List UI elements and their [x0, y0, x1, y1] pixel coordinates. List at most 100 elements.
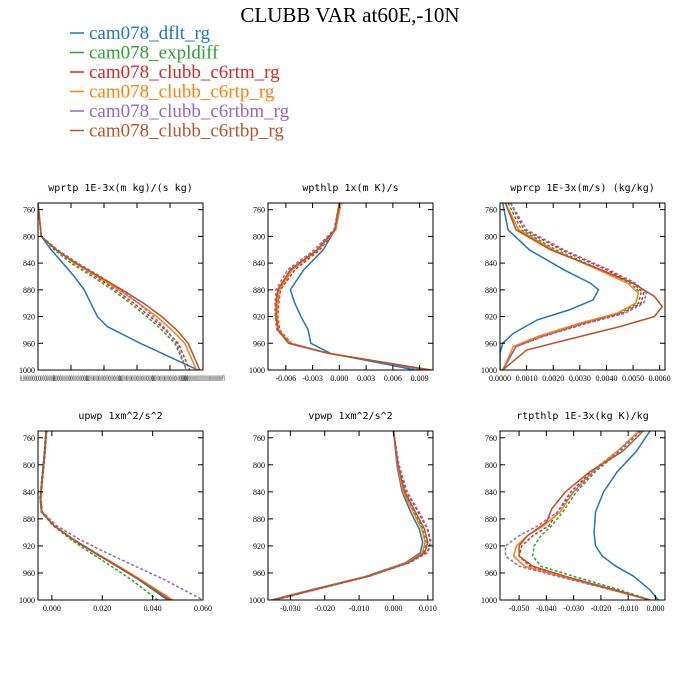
legend-label: cam078_clubb_c6rtp_rg — [89, 82, 275, 103]
panel-title: rtpthlp 1E-3x(kg K)/kg — [516, 411, 648, 422]
x-tick-label: 0.0010 — [516, 374, 538, 383]
x-tick-label: 0.009 — [411, 374, 429, 383]
series-line-1 — [38, 203, 199, 370]
panel-6: rtpthlp 1E-3x(kg K)/kg 760 800 840 880 920 960… — [481, 411, 666, 613]
x-tick-label: -0.020 — [314, 604, 335, 613]
y-tick-label: 840 — [23, 259, 35, 268]
y-tick-label: 920 — [253, 313, 265, 322]
y-tick-label: 800 — [253, 232, 265, 241]
series-line-4 — [272, 431, 426, 600]
legend-label: cam078_expldiff — [89, 43, 219, 64]
plot-frame — [37, 430, 204, 601]
x-tick-label: -0.006 — [276, 374, 297, 383]
series-line-5 — [274, 203, 425, 370]
y-tick-label: 1000 — [249, 366, 265, 375]
y-tick-label: 760 — [23, 434, 35, 443]
x-tick-label: 0.060 — [194, 604, 212, 613]
series-line-5 — [275, 431, 433, 600]
series-line-6 — [38, 203, 201, 370]
series-line-6 — [275, 203, 432, 370]
legend-label: cam078_clubb_c6rtbp_rg — [89, 121, 284, 142]
legend-item: cam078_clubb_c6rtm_rg — [70, 62, 280, 83]
y-tick-label: 960 — [253, 569, 265, 578]
series-line-5 — [502, 203, 648, 370]
x-tick-label: -0.010 — [349, 604, 370, 613]
series-line-5 — [40, 431, 203, 600]
panel-4: upwp 1xm^2/s^2 760 800 840 880 920 960 1000 0.00… — [19, 411, 212, 613]
x-tick-label: 0.00000000000000000000 — [119, 374, 155, 383]
plot-frame — [37, 202, 204, 371]
plot-frame — [267, 430, 434, 601]
legend-item: cam078_clubb_c6rtbm_rg — [70, 101, 290, 122]
x-tick-label: 0.000 — [384, 604, 402, 613]
y-tick-label: 960 — [23, 339, 35, 348]
series-line-3 — [39, 431, 171, 600]
panel-title: wprtp 1E-3x(m kg)/(s kg) — [48, 183, 193, 194]
y-tick-label: 760 — [485, 206, 497, 215]
series-line-5 — [504, 431, 651, 600]
x-tick-label: 0.003 — [357, 374, 375, 383]
series-line-5 — [38, 203, 188, 370]
x-tick-label: 0.000000000000000000 — [53, 374, 89, 383]
series-line-6 — [518, 431, 651, 600]
y-tick-label: 920 — [23, 542, 35, 551]
y-tick-label: 920 — [485, 313, 497, 322]
series-line-3 — [274, 431, 432, 600]
y-tick-label: 960 — [485, 339, 497, 348]
y-tick-label: 800 — [485, 461, 497, 470]
y-tick-label: 760 — [485, 434, 497, 443]
legend-label: cam078_dflt_rg — [89, 23, 211, 44]
series-line-6 — [273, 431, 429, 600]
x-tick-label: 0.00000000000000000000000000000000000000… — [181, 374, 225, 383]
legend-label: cam078_clubb_c6rtm_rg — [89, 62, 280, 83]
panel-title: vpwp 1xm^2/s^2 — [308, 411, 392, 422]
y-tick-label: 880 — [485, 286, 497, 295]
y-tick-label: 760 — [253, 434, 265, 443]
x-tick-label: 0.000 — [330, 374, 348, 383]
x-tick-label: -0.030 — [563, 604, 584, 613]
y-tick-label: 960 — [23, 569, 35, 578]
series-line-1 — [271, 431, 424, 600]
plot-frame — [499, 202, 666, 371]
x-tick-label: 0.0060 — [649, 374, 671, 383]
panel-2: wpthlp 1x(m K)/s 760 800 840 880 920 960 1000 -0… — [249, 183, 434, 383]
legend-label: cam078_clubb_c6rtbm_rg — [89, 101, 290, 122]
y-tick-label: 1000 — [19, 366, 35, 375]
y-tick-label: 880 — [253, 286, 265, 295]
y-tick-label: 880 — [253, 515, 265, 524]
panel-3: wprcp 1E-3x(m/s) (kg/kg) 760 800 840 880 920 9… — [481, 183, 671, 383]
x-tick-label: -0.010 — [618, 604, 639, 613]
y-tick-label: 800 — [23, 461, 35, 470]
legend-item: cam078_dflt_rg — [70, 23, 211, 44]
x-tick-label: 0.00000000000000000 — [20, 374, 56, 383]
x-tick-label: 0.020 — [93, 604, 111, 613]
legend-item: cam078_clubb_c6rtbp_rg — [70, 121, 284, 142]
x-tick-label: 0.0040 — [595, 374, 617, 383]
y-tick-label: 880 — [23, 515, 35, 524]
x-tick-label: 0.0000 — [489, 374, 511, 383]
y-tick-label: 960 — [485, 569, 497, 578]
y-tick-label: 840 — [23, 488, 35, 497]
panel-title: upwp 1xm^2/s^2 — [78, 411, 162, 422]
y-tick-label: 840 — [485, 488, 497, 497]
panel-1: wprtp 1E-3x(m kg)/(s kg) 760 800 840 880 920 9… — [19, 183, 225, 383]
y-tick-label: 920 — [253, 542, 265, 551]
y-tick-label: 840 — [253, 488, 265, 497]
y-tick-label: 840 — [485, 259, 497, 268]
series-line-2 — [39, 431, 159, 600]
series-line-4 — [502, 203, 640, 370]
panel-title: wprcp 1E-3x(m/s) (kg/kg) — [510, 183, 655, 194]
series-line-4 — [40, 431, 174, 600]
y-tick-label: 920 — [23, 313, 35, 322]
x-tick-label: 0.00000000000000000000 — [152, 374, 188, 383]
x-tick-label: 0.00000000000000000000 — [86, 374, 122, 383]
y-tick-label: 800 — [253, 461, 265, 470]
x-tick-label: 0.0020 — [542, 374, 564, 383]
panel-title: wpthlp 1x(m K)/s — [302, 183, 398, 194]
series-line-6 — [39, 431, 171, 600]
y-tick-label: 920 — [485, 542, 497, 551]
y-tick-label: 840 — [253, 259, 265, 268]
y-tick-label: 760 — [253, 206, 265, 215]
y-tick-label: 880 — [23, 286, 35, 295]
